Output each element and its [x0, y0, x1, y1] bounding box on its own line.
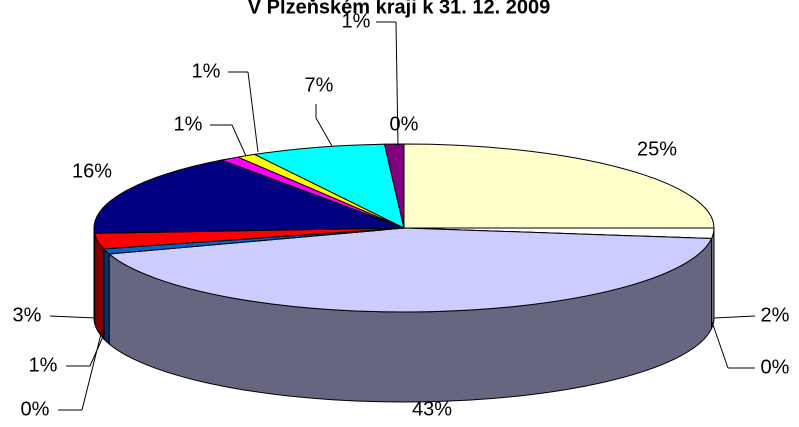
- data-label: 7%: [305, 74, 334, 96]
- data-label: 0%: [21, 398, 50, 420]
- leader-line: [713, 315, 756, 319]
- leader-line: [711, 321, 729, 369]
- leader-line: [49, 315, 97, 319]
- leader-line: [395, 21, 399, 147]
- data-label: 1%: [29, 354, 58, 376]
- leader-line: [89, 331, 106, 367]
- data-label: 0%: [390, 113, 419, 135]
- slice: [107, 227, 713, 313]
- slice-side: [93, 227, 96, 324]
- slice-side: [103, 247, 110, 346]
- data-label: 2%: [761, 304, 790, 326]
- data-label: 43%: [412, 398, 452, 420]
- data-label: 0%: [761, 356, 790, 378]
- slice-side: [94, 233, 105, 341]
- data-label: 1%: [192, 60, 221, 82]
- leader-line: [247, 71, 259, 153]
- slice: [93, 159, 405, 234]
- slice: [252, 143, 405, 229]
- data-label: 16%: [72, 160, 112, 182]
- data-label: 1%: [174, 113, 203, 135]
- leader-line: [231, 124, 247, 157]
- chart-title: V Plzeňském kraji k 31. 12. 2009: [248, 0, 550, 18]
- leader-line: [81, 329, 103, 411]
- slice: [383, 143, 405, 229]
- data-label: 25%: [637, 138, 677, 160]
- leader-line: [315, 117, 333, 147]
- data-label: 1%: [342, 10, 371, 32]
- slice: [403, 143, 715, 229]
- data-label: 3%: [13, 304, 42, 326]
